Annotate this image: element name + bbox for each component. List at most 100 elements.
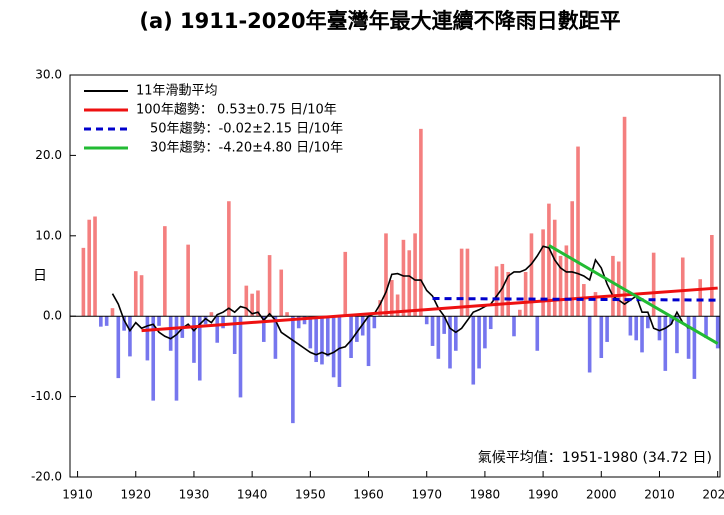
bar: [250, 293, 254, 317]
bar: [133, 271, 138, 317]
bar: [128, 316, 132, 357]
bar: [389, 280, 394, 317]
bar: [232, 316, 237, 354]
bar: [116, 316, 121, 379]
line-series: [548, 244, 719, 345]
y-tick-label: 20.0: [35, 148, 62, 162]
bar: [81, 247, 86, 317]
bar: [448, 316, 452, 369]
bar: [436, 316, 441, 359]
bar: [285, 312, 289, 317]
bar: [616, 261, 621, 317]
bar: [238, 316, 243, 398]
bar: [465, 248, 470, 317]
legend-label: 11年滑動平均: [136, 84, 218, 99]
bar: [488, 316, 493, 330]
bar: [483, 316, 487, 349]
bar: [512, 316, 516, 337]
bar: [698, 279, 703, 317]
y-tick-label: 10.0: [35, 228, 62, 242]
bar: [267, 255, 272, 317]
bar: [366, 316, 371, 367]
bar: [547, 203, 551, 317]
bar: [506, 271, 510, 317]
x-tick-label: 1960: [353, 488, 384, 502]
bar: [413, 233, 417, 317]
bar: [686, 316, 691, 359]
bar: [291, 316, 295, 424]
bar: [407, 250, 412, 317]
bar: [227, 201, 231, 317]
bar: [244, 285, 249, 317]
bar: [640, 316, 644, 353]
bar: [308, 316, 313, 349]
bar: [494, 266, 499, 317]
bar: [704, 316, 708, 338]
bar: [296, 316, 301, 329]
x-tick-label: 1980: [470, 488, 501, 502]
bar: [611, 255, 615, 317]
y-tick-label: -10.0: [31, 389, 62, 403]
bar: [576, 146, 580, 317]
bar: [122, 316, 126, 331]
bar: [715, 316, 720, 349]
bar: [669, 316, 673, 325]
bar: [168, 316, 173, 351]
bar: [186, 244, 190, 317]
bar: [256, 290, 260, 317]
bar: [628, 316, 633, 336]
x-tick-label: 1930: [179, 488, 210, 502]
bar: [582, 284, 586, 317]
bar: [675, 316, 679, 354]
bar: [500, 263, 505, 317]
bar: [599, 316, 604, 359]
annotation: 氣候平均值：1951-1980 (34.72 日): [478, 450, 712, 466]
y-tick-label: 30.0: [35, 68, 62, 82]
bar: [442, 316, 446, 334]
bar: [355, 316, 359, 342]
bar: [552, 219, 557, 317]
bar: [459, 248, 464, 317]
bar: [541, 229, 545, 317]
bar: [87, 219, 92, 317]
bar: [692, 316, 697, 379]
bar: [163, 226, 167, 317]
bar: [646, 316, 650, 329]
bar: [523, 271, 528, 317]
x-tick-label: 1970: [411, 488, 442, 502]
bar: [343, 251, 348, 317]
bar: [273, 316, 278, 359]
bar: [139, 275, 144, 317]
bar: [337, 316, 342, 387]
bar: [203, 316, 208, 325]
chart-title: (a) 1911-2020年臺灣年最大連續不降雨日數距平: [139, 9, 620, 33]
bar: [104, 316, 109, 326]
y-tick-label: 0.0: [43, 309, 62, 323]
bar: [314, 316, 318, 363]
bar: [564, 245, 569, 317]
bar: [360, 316, 365, 336]
bar: [99, 316, 103, 327]
bar: [558, 255, 563, 317]
bar: [331, 316, 336, 378]
bar: [197, 316, 202, 381]
bar: [477, 316, 481, 369]
y-axis-label: 日: [33, 268, 47, 284]
bar: [419, 128, 423, 317]
bar: [430, 316, 435, 346]
legend-label: 50年趨勢：-0.02±2.15 日/10年: [150, 122, 343, 137]
bar: [320, 316, 324, 365]
bar: [593, 292, 598, 317]
x-tick-label: 2000: [586, 488, 617, 502]
bar: [157, 316, 161, 326]
x-tick-label: 1910: [62, 488, 93, 502]
bar: [209, 312, 214, 317]
x-tick-label: 1940: [237, 488, 268, 502]
bar: [192, 316, 196, 363]
bar: [221, 316, 225, 329]
legend-label: 30年趨勢：-4.20±4.80 日/10年: [150, 141, 343, 156]
bar: [454, 316, 458, 351]
bar: [261, 316, 266, 342]
bar: [279, 269, 284, 317]
